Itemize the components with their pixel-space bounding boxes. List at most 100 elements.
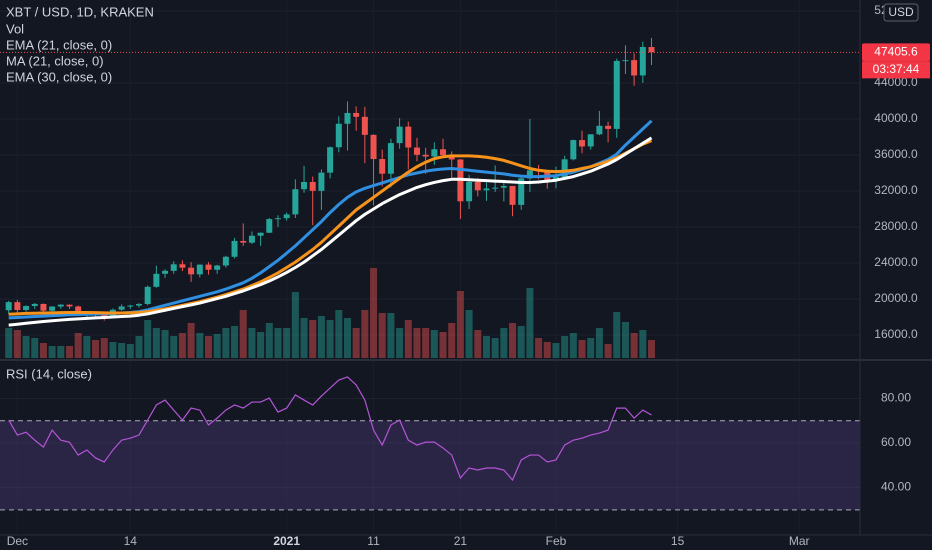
y-tick-label: 44000.0: [874, 75, 918, 89]
candle-body: [605, 125, 612, 129]
volume-bar: [352, 328, 360, 358]
volume-bar: [378, 313, 386, 358]
candle-body: [587, 134, 594, 147]
volume-bar: [274, 328, 282, 358]
candle-body: [170, 264, 177, 271]
volume-bar: [152, 328, 160, 358]
volume-bar: [170, 336, 178, 358]
volume-bar: [500, 328, 508, 358]
volume-bar: [335, 310, 343, 358]
y-tick-label: 28000.0: [874, 219, 918, 233]
indicator-line: [8, 136, 653, 327]
candle-body: [144, 286, 151, 305]
legend-volume: Vol: [6, 21, 24, 36]
last-price-box: [862, 43, 930, 62]
x-tick-label: 21: [454, 534, 468, 548]
y-tick-label: 24000.0: [874, 255, 918, 269]
volume-bar: [456, 291, 464, 358]
candle-body: [483, 188, 490, 191]
volume-bar: [587, 338, 595, 358]
volume-bar: [257, 332, 265, 358]
candle-body: [179, 264, 186, 268]
volume-bar: [187, 323, 195, 358]
x-tick-label: 15: [671, 534, 685, 548]
candle-body: [518, 178, 525, 205]
countdown-label: 03:37:44: [873, 62, 920, 76]
candle-body: [257, 232, 264, 236]
candle-body: [231, 240, 238, 257]
volume-bar: [126, 344, 134, 358]
currency-badge[interactable]: [883, 3, 919, 22]
volume-bar: [74, 333, 82, 358]
candle-body: [387, 143, 394, 174]
candle-body: [57, 304, 64, 307]
volume-bar: [5, 328, 13, 358]
candle-body: [422, 154, 429, 157]
plot: [0, 37, 860, 482]
x-tick-label: 14: [124, 534, 138, 548]
y-tick-label: 40000.0: [874, 111, 918, 125]
candle-body: [66, 304, 73, 307]
candle-body: [500, 185, 507, 188]
candle-body: [40, 303, 47, 311]
candle-body: [396, 126, 403, 144]
volume-bar: [543, 342, 551, 358]
x-tick-label: 11: [367, 534, 380, 548]
volume-bar: [300, 318, 308, 358]
candle-body: [135, 304, 142, 306]
countdown-box: [862, 61, 930, 79]
volume-bar: [535, 338, 543, 358]
volume-bar: [161, 330, 169, 358]
candle-body: [474, 181, 481, 191]
volume-bar: [569, 333, 577, 358]
volume-bar: [135, 336, 143, 358]
rsi-tick-label: 80.00: [881, 391, 911, 405]
volume-bar: [648, 340, 656, 358]
volume-bar: [326, 320, 334, 358]
indicator-line: [8, 139, 653, 316]
volume-bar: [57, 346, 65, 358]
candle-body: [23, 306, 30, 310]
volume-bar: [13, 330, 21, 358]
candle-body: [214, 265, 221, 270]
candle-body: [570, 140, 577, 160]
volume-bar: [482, 336, 490, 358]
candle-body: [327, 147, 334, 173]
x-tick-label: Feb: [546, 534, 567, 548]
candle-body: [353, 112, 360, 117]
candle-body: [31, 303, 38, 307]
volume-bar: [621, 322, 629, 358]
candle-body: [440, 149, 447, 156]
volume-bar: [491, 338, 499, 358]
candle-body: [561, 159, 568, 178]
volume-bar: [361, 310, 369, 358]
volume-bar: [39, 343, 47, 358]
volume-bar: [222, 328, 230, 358]
volume-bar: [283, 328, 291, 358]
volume-bar: [561, 336, 569, 358]
candle-body: [370, 134, 377, 160]
candle-body: [379, 159, 386, 174]
rsi-tick-label: 40.00: [881, 480, 911, 494]
x-tick-label: Mar: [789, 534, 810, 548]
volume-bar: [265, 323, 273, 358]
chart-title: XBT / USD, 1D, KRAKEN: [6, 4, 154, 19]
candle-body: [344, 112, 351, 124]
volume-bar: [613, 312, 621, 358]
volume-bar: [309, 320, 317, 358]
volume-bar: [109, 342, 117, 358]
volume-bar: [343, 318, 351, 358]
volume-bar: [65, 346, 73, 358]
candle-body: [14, 302, 21, 310]
volume-bar: [578, 340, 586, 358]
volume-bar: [387, 313, 395, 358]
last-price-label: 47405.6: [874, 45, 918, 59]
volume-bar: [83, 336, 91, 358]
candle-body: [127, 305, 134, 307]
volume-bar: [639, 330, 647, 358]
y-tick-label: 16000.0: [874, 327, 918, 341]
candle-body: [162, 270, 169, 274]
candle-body: [101, 314, 108, 317]
volume-bar: [474, 330, 482, 358]
volume-bar: [178, 333, 186, 358]
